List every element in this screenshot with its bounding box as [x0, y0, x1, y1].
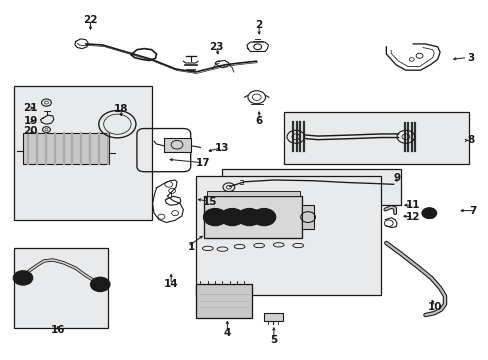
- Text: 19: 19: [23, 116, 38, 126]
- Text: 23: 23: [209, 42, 224, 52]
- Bar: [23, 133, 109, 164]
- Text: 12: 12: [405, 212, 420, 222]
- Circle shape: [252, 208, 275, 226]
- Text: 9: 9: [393, 173, 400, 183]
- Text: 22: 22: [83, 15, 98, 25]
- Text: 7: 7: [468, 206, 476, 216]
- Bar: [163, 138, 190, 152]
- Bar: [204, 196, 302, 238]
- Bar: [283, 112, 468, 164]
- Bar: [206, 191, 299, 196]
- Text: 14: 14: [163, 279, 178, 289]
- Circle shape: [13, 271, 33, 285]
- Text: 4: 4: [223, 328, 231, 338]
- Text: 1: 1: [187, 242, 194, 252]
- Text: 21: 21: [23, 103, 38, 113]
- Bar: [302, 205, 314, 229]
- Text: 10: 10: [427, 302, 442, 312]
- Circle shape: [90, 277, 110, 292]
- Circle shape: [237, 208, 261, 226]
- Text: 11: 11: [405, 200, 420, 210]
- Bar: [264, 313, 282, 321]
- Text: 15: 15: [203, 197, 217, 207]
- Text: 8: 8: [466, 135, 473, 145]
- Text: 3: 3: [466, 53, 473, 63]
- Text: 20: 20: [23, 126, 38, 136]
- Text: 17: 17: [195, 158, 210, 168]
- Bar: [195, 176, 381, 295]
- Circle shape: [421, 208, 436, 219]
- Text: 6: 6: [255, 116, 262, 126]
- Circle shape: [220, 208, 244, 226]
- Bar: [14, 86, 151, 220]
- Bar: [222, 169, 400, 205]
- Bar: [14, 248, 107, 328]
- Text: 5: 5: [270, 335, 277, 345]
- Text: 16: 16: [50, 325, 65, 336]
- Text: 13: 13: [215, 143, 229, 153]
- Text: 2: 2: [255, 20, 262, 30]
- Circle shape: [203, 208, 226, 226]
- Bar: [195, 284, 251, 318]
- Text: 18: 18: [114, 104, 128, 114]
